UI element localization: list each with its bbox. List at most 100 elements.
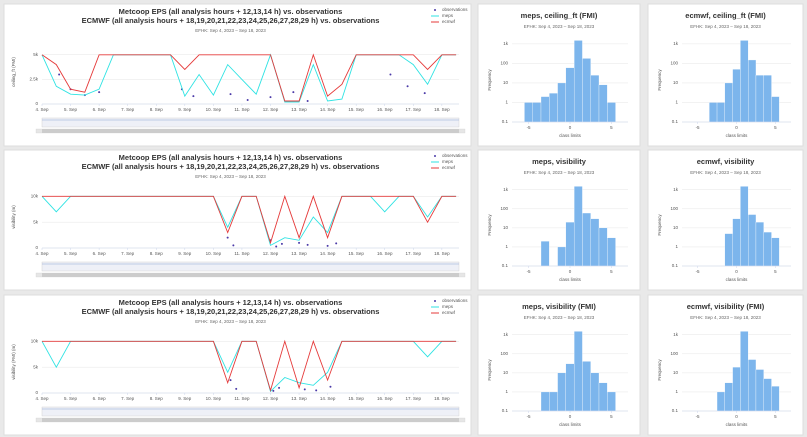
observation-point	[280, 242, 283, 245]
chart-title: meps, ceiling_ft (FMI)	[521, 11, 598, 20]
y-tick-label: 2.5k	[29, 77, 38, 82]
x-tick-label: 5	[774, 414, 777, 419]
x-tick-label: 17. Sep	[406, 396, 422, 401]
bar	[582, 212, 591, 267]
x-tick-label: -5	[696, 125, 700, 130]
x-tick-label: 15. Sep	[348, 107, 364, 112]
y-axis-label: visibility (FMI) (m)	[11, 344, 16, 380]
x-tick-label: -5	[527, 125, 531, 130]
bar	[732, 366, 741, 412]
observation-point	[275, 245, 278, 248]
observation-point	[326, 244, 329, 247]
observation-point	[389, 73, 392, 76]
legend-label: meps	[442, 159, 454, 164]
bar	[590, 75, 600, 123]
bar	[524, 102, 533, 123]
chart-subtitle: EFHK: Sep 4, 2023 – Sep 18, 2023	[690, 170, 761, 175]
chart-subtitle: EFHK: Sep 4, 2023 – Sep 18, 2023	[195, 28, 266, 33]
chart-title: Metcoop EPS (all analysis hours + 12,13,…	[119, 153, 343, 162]
x-tick-label: 12. Sep	[263, 251, 279, 256]
bar	[709, 102, 718, 123]
series-line	[42, 194, 457, 245]
y-tick-label: 0.1	[502, 408, 509, 413]
chart-title: meps, visibility	[532, 157, 587, 166]
y-tick-label: 0.1	[672, 119, 679, 124]
observation-point	[269, 96, 272, 99]
x-axis-label: class limits	[726, 277, 749, 282]
x-tick-label: 18. Sep	[434, 107, 450, 112]
observation-point	[306, 100, 309, 103]
x-tick-label: 0	[569, 269, 572, 274]
chart-subtitle: EFHK: Sep 4, 2023 – Sep 18, 2023	[524, 170, 595, 175]
x-axis-label: class limits	[726, 422, 749, 427]
bar	[771, 386, 780, 412]
y-tick-label: 10	[503, 370, 509, 375]
x-tick-label: 15. Sep	[348, 396, 364, 401]
navigator	[41, 261, 460, 272]
chart-title: Metcoop EPS (all analysis hours + 12,13,…	[119, 7, 343, 16]
chart-subtitle: EFHK: Sep 4, 2023 – Sep 18, 2023	[524, 315, 595, 320]
x-tick-label: 5	[774, 269, 777, 274]
y-tick-label: 1	[675, 100, 678, 105]
x-tick-label: 12. Sep	[263, 107, 279, 112]
chart-subtitle: EFHK: Sep 4, 2023 – Sep 18, 2023	[524, 24, 595, 29]
y-axis-label: ceiling_ft (FMI)	[11, 57, 16, 87]
x-tick-label: 9. Sep	[178, 107, 192, 112]
y-tick-label: 10	[673, 80, 679, 85]
bar	[540, 96, 550, 123]
y-tick-label: 1	[505, 389, 508, 394]
x-tick-label: 11. Sep	[234, 107, 250, 112]
bar	[607, 391, 616, 412]
panel	[647, 3, 804, 147]
x-tick-label: 16. Sep	[377, 107, 393, 112]
x-tick-label: 7. Sep	[121, 107, 135, 112]
y-axis-label: visibility (m)	[11, 205, 16, 229]
y-tick-label: 100	[500, 206, 508, 211]
x-tick-label: 4. Sep	[35, 107, 49, 112]
x-tick-label: 5. Sep	[64, 107, 78, 112]
chart-title: ecmwf, ceiling_ft (FMI)	[685, 11, 766, 20]
legend-label: observations	[442, 7, 468, 12]
x-tick-label: 7. Sep	[121, 396, 135, 401]
x-tick-label: 5. Sep	[64, 251, 78, 256]
x-tick-label: 6. Sep	[93, 107, 107, 112]
bar	[590, 372, 600, 412]
observation-point	[232, 244, 235, 247]
legend-symbol	[434, 300, 436, 302]
x-tick-label: 8. Sep	[150, 251, 164, 256]
y-tick-label: 5k	[33, 219, 39, 224]
x-tick-label: 8. Sep	[150, 107, 164, 112]
chart-title: meps, visibility (FMI)	[522, 302, 596, 311]
x-tick-label: 7. Sep	[121, 251, 135, 256]
bar	[540, 391, 550, 412]
legend-symbol	[434, 155, 436, 157]
y-tick-label: 1k	[503, 41, 509, 46]
legend-label: observations	[442, 153, 468, 158]
bar	[763, 75, 772, 123]
y-tick-label: 1	[675, 244, 678, 249]
y-axis-label: Frequency	[657, 359, 662, 381]
x-tick-label: 10. Sep	[206, 107, 222, 112]
chart-subtitle: EFHK: Sep 4, 2023 – Sep 18, 2023	[195, 319, 266, 324]
observation-point	[329, 385, 332, 388]
chart-title: ecmwf, visibility	[697, 157, 755, 166]
bar	[573, 186, 583, 267]
panel	[477, 294, 641, 436]
observation-point	[226, 236, 229, 239]
x-tick-label: 0	[735, 269, 738, 274]
series-line	[42, 339, 457, 393]
bar	[763, 378, 772, 412]
x-tick-label: 10. Sep	[206, 251, 222, 256]
y-tick-label: 10	[673, 370, 679, 375]
bar	[590, 218, 600, 267]
bar	[771, 96, 780, 123]
x-tick-label: 0	[735, 125, 738, 130]
x-tick-label: 11. Sep	[234, 396, 250, 401]
observation-point	[406, 85, 409, 88]
x-tick-label: 16. Sep	[377, 251, 393, 256]
x-tick-label: 18. Sep	[434, 251, 450, 256]
panel	[477, 149, 641, 291]
legend-label: observations	[442, 298, 468, 303]
